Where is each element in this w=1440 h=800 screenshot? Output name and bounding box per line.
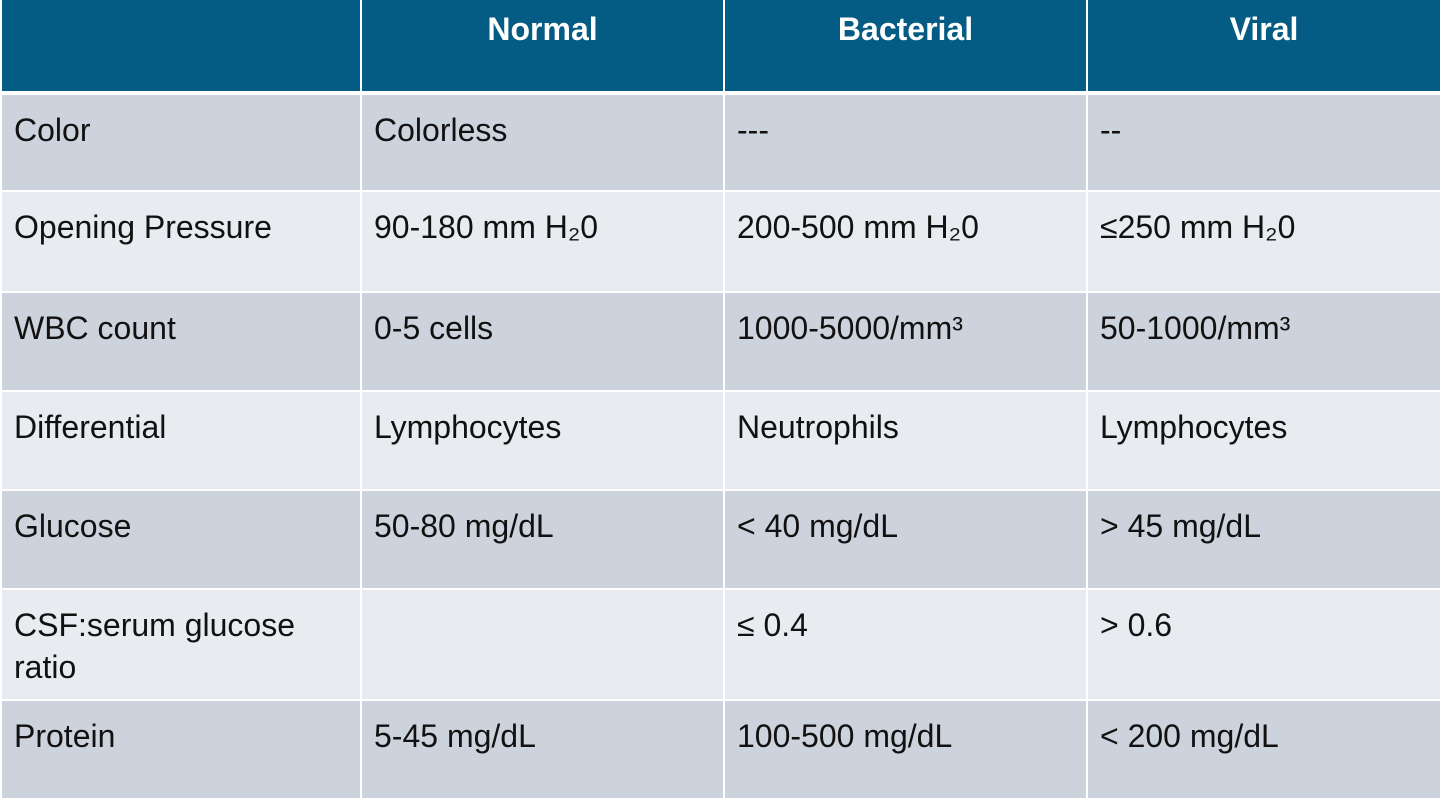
table-cell: 0-5 cells — [360, 291, 725, 392]
table-cell: < 200 mg/dL — [1086, 700, 1440, 800]
table-cell — [360, 589, 725, 702]
row-label: Glucose — [0, 490, 362, 591]
table-cell: 5-45 mg/dL — [360, 700, 725, 800]
row-label: WBC count — [0, 291, 362, 392]
table-cell: 1000-5000/mm³ — [723, 291, 1088, 392]
table-row: Differential Lymphocytes Neutrophils Lympho… — [0, 390, 1440, 492]
table-cell: Colorless — [360, 93, 725, 192]
table-cell: ≤ 0.4 — [723, 589, 1088, 702]
table-row: WBC count 0-5 cells 1000-5000/mm³ 50-1000/m… — [0, 291, 1440, 392]
table-cell: 200-500 mm H₂0 — [723, 190, 1088, 293]
table-row: Color Colorless --- -- — [0, 93, 1440, 192]
table-cell: 50-80 mg/dL — [360, 490, 725, 591]
row-label: Protein — [0, 700, 362, 800]
table-cell: < 40 mg/dL — [723, 490, 1088, 591]
table-cell: > 45 mg/dL — [1086, 490, 1440, 591]
header-cell: Normal — [360, 0, 725, 95]
row-label: CSF:serum glucose ratio — [0, 589, 362, 702]
table-cell: 100-500 mg/dL — [723, 700, 1088, 800]
table-row: Opening Pressure 90-180 mm H₂0 200-500 mm … — [0, 190, 1440, 293]
table-cell: 50-1000/mm³ — [1086, 291, 1440, 392]
table-row: CSF:serum glucose ratio ≤ 0.4 > 0.6 — [0, 589, 1440, 702]
table-cell: Lymphocytes — [360, 390, 725, 492]
header-row: Normal Bacterial Viral — [0, 0, 1440, 95]
table-cell: ≤250 mm H₂0 — [1086, 190, 1440, 293]
row-label: Opening Pressure — [0, 190, 362, 293]
table-row: Glucose 50-80 mg/dL < 40 mg/dL > 45 mg/dL — [0, 490, 1440, 591]
table-cell: 90-180 mm H₂0 — [360, 190, 725, 293]
header-cell: Bacterial — [723, 0, 1088, 95]
header-cell: Viral — [1086, 0, 1440, 95]
table-cell: --- — [723, 93, 1088, 192]
table-cell: -- — [1086, 93, 1440, 192]
table-cell: Neutrophils — [723, 390, 1088, 492]
table-cell: Lymphocytes — [1086, 390, 1440, 492]
row-label: Differential — [0, 390, 362, 492]
table-row: Protein 5-45 mg/dL 100-500 mg/dL < 200 mg/d… — [0, 700, 1440, 800]
row-label: Color — [0, 93, 362, 192]
table-cell: > 0.6 — [1086, 589, 1440, 702]
table-body: Color Colorless --- -- Opening Pressure 90-18… — [0, 93, 1440, 800]
header-cell — [0, 0, 362, 95]
